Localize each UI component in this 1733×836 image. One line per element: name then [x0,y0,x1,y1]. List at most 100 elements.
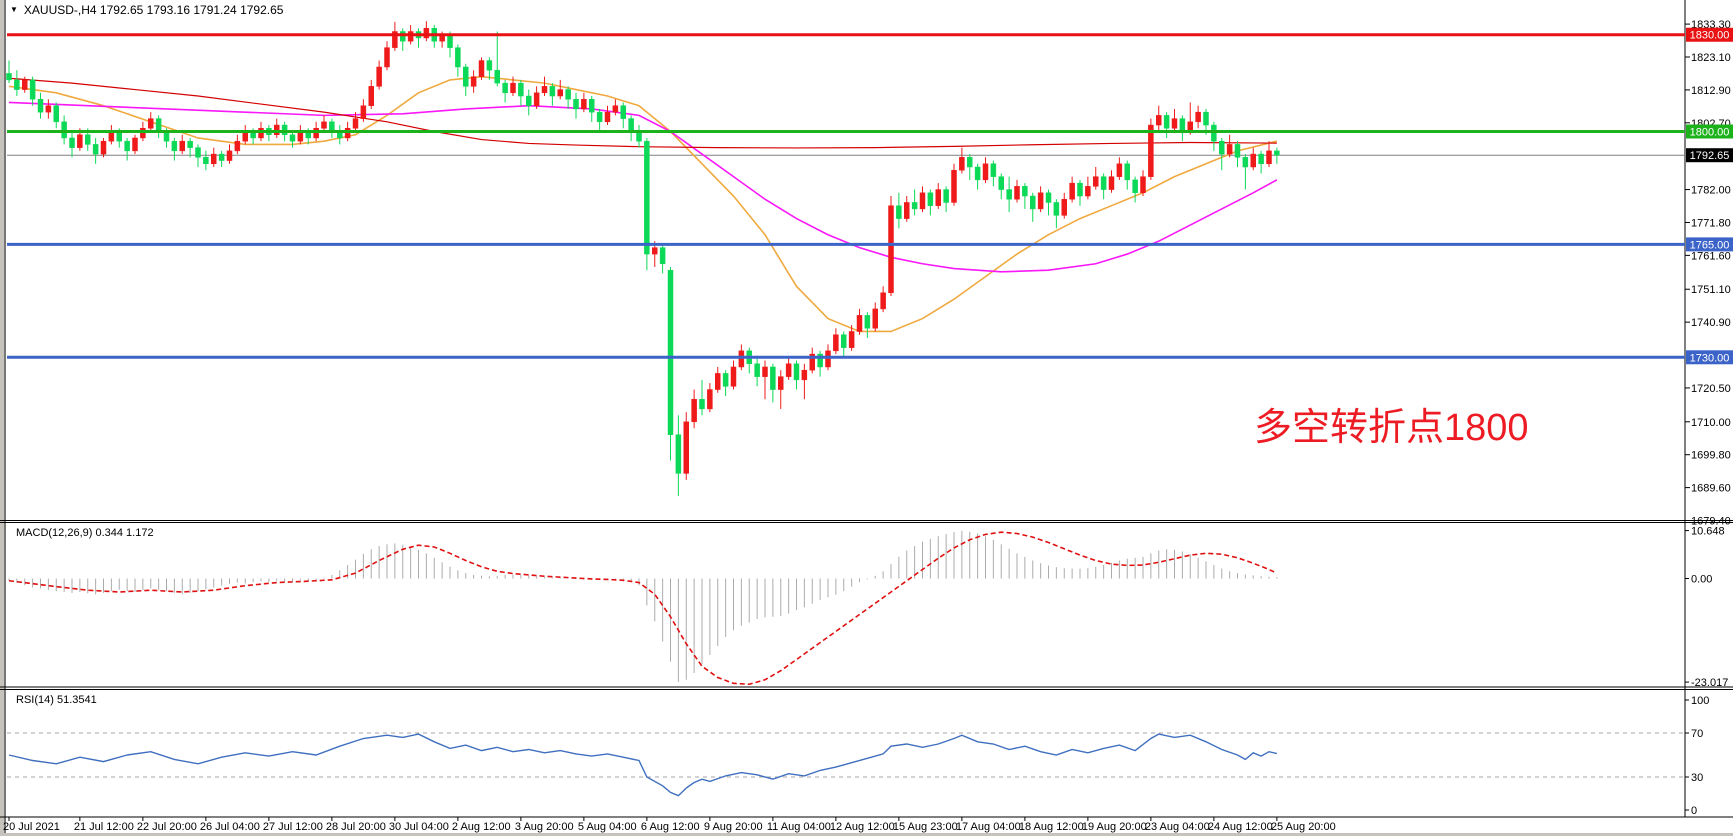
candle-body [943,189,949,203]
candle-body [659,247,666,265]
candle-body [124,140,130,152]
y-axis-tick-label: 1679.40 [1691,516,1731,528]
candle-body [982,163,989,181]
candle-body [1006,189,1012,200]
candle-body [1022,186,1028,197]
window-left-border [0,0,4,836]
candle-body [171,140,178,152]
candle-body [825,350,831,368]
candle-body [699,398,705,410]
candle-body [1061,198,1067,216]
candle-body [1037,192,1044,210]
x-axis-date-label: 18 Aug 12:00 [1019,821,1084,833]
candle-body [1077,182,1083,197]
candle-body [179,140,185,152]
rsi-indicator-label: RSI(14) 51.3541 [16,694,97,706]
x-axis-date-label: 30 Jul 04:00 [389,821,449,833]
candle-body [919,192,926,210]
candle-body [998,176,1004,190]
symbol-dropdown-icon[interactable]: ▼ [10,5,18,14]
candle-body [856,315,863,332]
candle-body [904,202,910,219]
candle-body [1156,115,1162,126]
candle-body [715,373,721,390]
candle-body [675,434,682,474]
rsi-axis-label: 30 [1691,772,1703,784]
y-axis-tick-label: 1771.80 [1691,217,1731,229]
macd-axis-label: 10.648 [1691,526,1725,538]
candle-body [281,124,288,135]
x-axis-date-label: 27 Jul 12:00 [263,821,323,833]
x-axis-date-label: 11 Aug 04:00 [767,821,831,833]
ma-orange-fast [8,75,1278,333]
chart-title-bar[interactable]: ▼ XAUUSD-,H4 1792.65 1793.16 1791.24 179… [10,3,283,17]
candle-body [652,247,658,255]
price-badge [1686,350,1733,365]
x-axis-date-label: 3 Aug 20:00 [515,821,574,833]
ma-red-slowest [8,77,1277,149]
x-axis-date-label: 25 Aug 20:00 [1271,821,1336,833]
candle-body [195,147,201,158]
candle-body [368,86,374,106]
candle-body [809,353,815,371]
candle-body [1219,140,1225,155]
candle-body [754,363,760,377]
candle-body [848,331,855,348]
y-axis-tick-label: 1720.50 [1691,383,1731,395]
candle-body [1171,118,1178,129]
candle-body [470,76,477,87]
candle-body [959,157,965,171]
candle-body [1266,150,1272,165]
annotation-text[interactable]: 多空转折点1800 [1254,407,1529,449]
candle-body [69,137,75,148]
candle-body [1179,118,1186,132]
candle-body [707,389,713,410]
candle-body [1242,157,1249,168]
candle-body [896,205,902,219]
candle-body [203,157,209,165]
candle-body [211,153,217,165]
y-axis-tick-label: 1812.90 [1691,85,1731,97]
candle-body [888,205,894,294]
candle-body [722,373,729,387]
candle-body [226,150,233,161]
candle-body [384,47,390,68]
candle-body [510,82,516,94]
candles-group [6,21,1280,496]
x-axis-date-label: 6 Aug 12:00 [641,821,700,833]
macd-axis-label: 0.00 [1691,574,1712,586]
candle-body [100,140,107,155]
candle-body [565,89,571,100]
candle-body [1226,144,1233,155]
price-badge-label: 1765.00 [1690,239,1730,251]
candle-body [817,353,823,368]
candle-body [61,121,67,139]
candle-body [581,99,587,110]
rsi-axis-label: 70 [1691,728,1703,740]
candle-body [573,99,579,110]
candle-body [778,376,784,390]
candle-body [455,47,461,68]
candle-body [1124,163,1130,181]
x-axis-date-label: 12 Aug 12:00 [830,821,895,833]
x-axis-date-label: 23 Aug 04:00 [1145,821,1210,833]
y-axis-tick-label: 1689.60 [1691,483,1731,495]
candle-body [927,192,934,206]
candle-body [407,31,414,42]
candle-body [951,169,957,203]
macd-signal-line [8,531,1278,686]
chart-title: XAUUSD-,H4 1792.65 1793.16 1791.24 1792.… [23,3,284,17]
candle-body [155,118,162,132]
candle-body [1014,186,1020,200]
price-badge-label: 1792.65 [1690,150,1730,162]
candle-body [313,128,319,139]
candle-body [1132,179,1138,194]
candle-body [738,350,745,368]
candle-body [1250,153,1256,168]
rsi-axis-label: 100 [1691,695,1709,707]
candle-body [1274,150,1280,156]
candle-body [589,99,595,113]
candle-body [187,140,193,148]
